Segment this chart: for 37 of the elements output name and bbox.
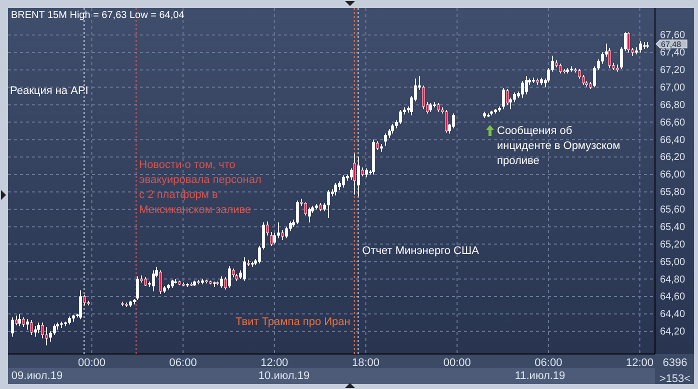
y-tick-label: 66,60 (660, 117, 686, 128)
ref-line-label: Реакция на API (10, 85, 88, 97)
y-tick-label: 66,00 (660, 170, 686, 181)
chart-title: BRENT 15M High = 67,63 Low = 64,04 (11, 10, 185, 21)
ref-line-label: Твит Трампа про Иран (236, 316, 350, 328)
x-tick-label: 00:00 (78, 356, 106, 369)
y-tick-label: 64,80 (660, 274, 686, 286)
y-tick-label: 65,60 (660, 204, 686, 216)
x-tick-label: 18:00 (352, 356, 380, 369)
y-tick-label: 65,80 (660, 187, 686, 198)
x-tick-label: 06:00 (534, 356, 562, 369)
y-tick-label: 67,20 (660, 65, 686, 76)
text: 11.июл.19 (514, 370, 566, 382)
text: 09.июл.19 (11, 370, 63, 382)
y-tick-label: 66,20 (660, 152, 686, 164)
y-tick-label: 64,20 (660, 326, 686, 338)
y-tick-label: 66,80 (660, 100, 686, 111)
y-tick-label: 64,40 (660, 309, 686, 320)
y-tick-label: 65,00 (660, 256, 686, 268)
y-tick-label: 65,40 (660, 222, 686, 233)
x-tick-label: 12:00 (260, 356, 288, 369)
y-tick-label: 67,40 (660, 48, 686, 59)
text: 67,48 (661, 40, 682, 49)
y-tick-label: 66,40 (660, 134, 686, 146)
y-tick-label: 65,20 (660, 239, 686, 250)
annotation: Сообщения об инциденте в Ормузском проливе (497, 125, 620, 167)
x-tick-label: 12:00 (626, 356, 654, 369)
text: 6396 (662, 357, 688, 369)
x-tick-label: 00:00 (443, 356, 471, 369)
x-tick-label: 06:00 (169, 356, 197, 369)
ref-line-label: Отчет Минэнерго США (362, 245, 480, 257)
y-tick-label: 67,60 (660, 30, 686, 42)
text: >153< (659, 373, 691, 385)
text: 10.июл.19 (258, 370, 310, 382)
ref-line-label: Новости о том, что эвакуировала персонал с 2 платформ в Мексиканском заливе (139, 159, 262, 216)
y-tick-label: 67,00 (660, 82, 686, 94)
y-tick-label: 64,60 (660, 292, 686, 303)
